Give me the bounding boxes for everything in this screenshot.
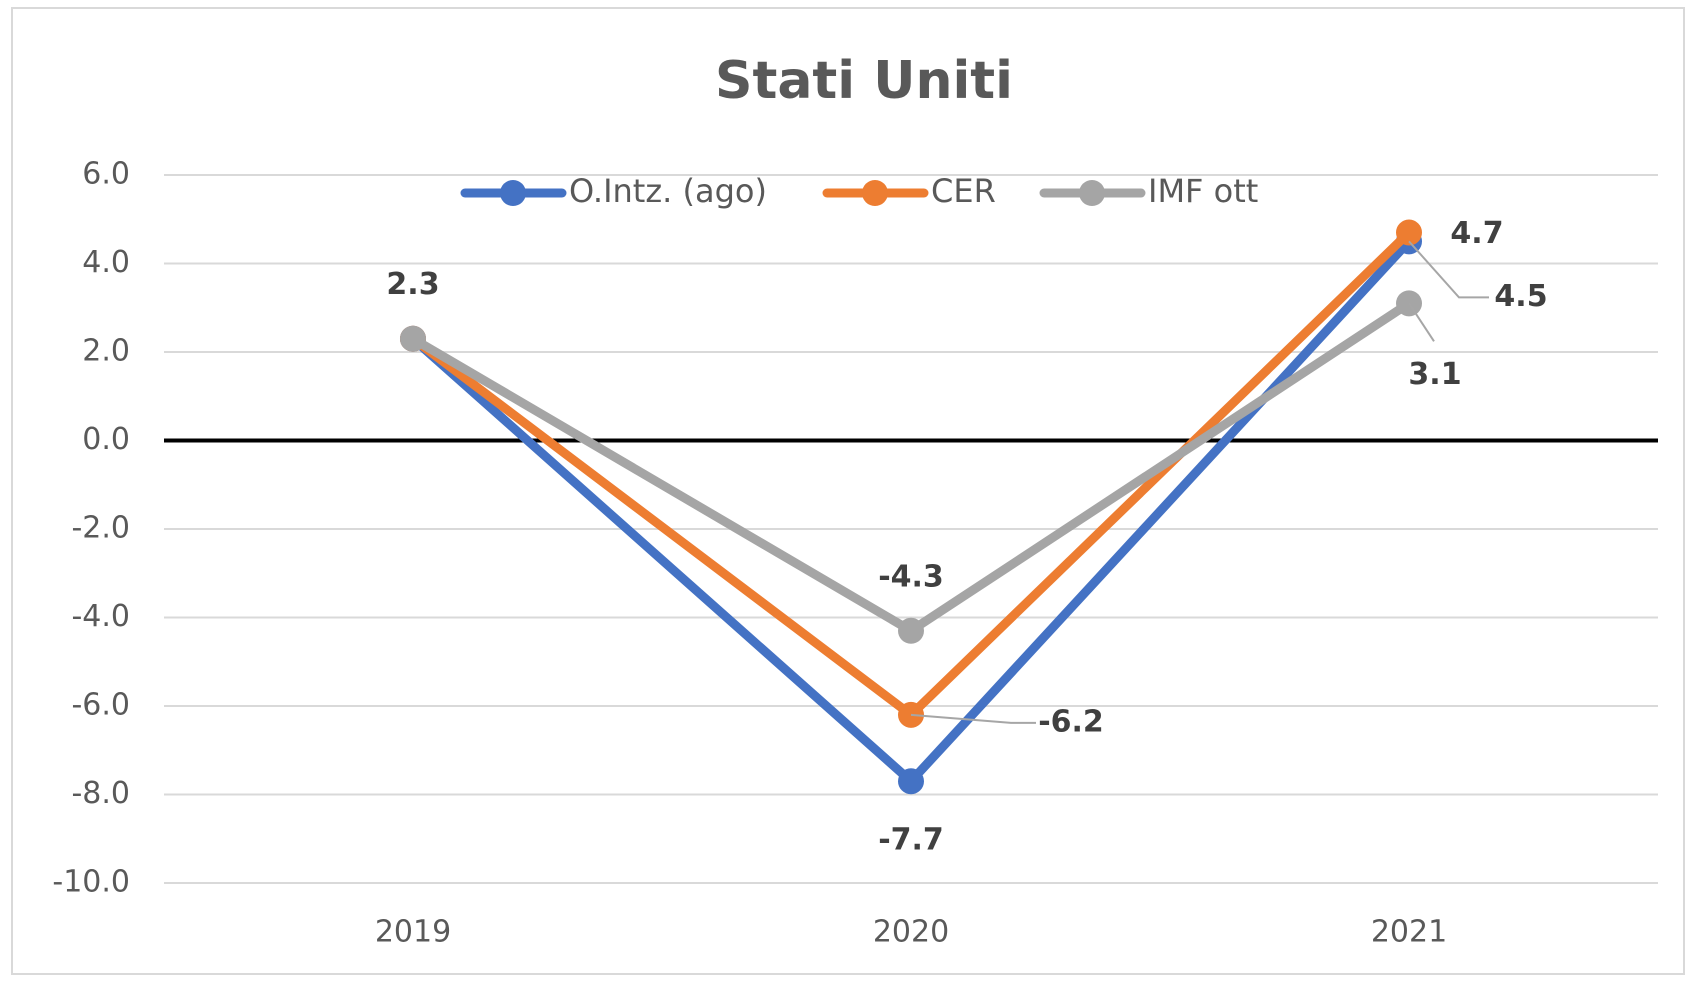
legend-marker [862,180,888,206]
y-tick-label: -10.0 [52,865,130,900]
point [898,768,924,795]
data-label: -6.2 [1038,704,1104,739]
data-label: -4.3 [878,559,944,594]
y-tick-label: 0.0 [82,422,130,457]
data-label: 3.1 [1408,357,1461,392]
data-label: -7.7 [878,823,944,858]
leader-line [910,713,1036,724]
y-tick-label: -4.0 [71,599,130,634]
legend-marker [500,180,526,206]
legend-marker [1079,180,1105,206]
point [898,617,924,644]
x-tick-label: 2020 [873,915,949,950]
x-tick-label: 2021 [1371,915,1447,950]
y-tick-label: -8.0 [71,776,130,811]
point [1396,219,1422,246]
y-tick-label: -2.0 [71,511,130,546]
leader-line [1408,240,1489,299]
leader-line [1408,302,1435,342]
data-label: 2.3 [386,267,439,302]
chart-title: Stati Uniti [715,51,1013,111]
data-label: 4.7 [1450,216,1503,251]
legend-label: IMF ott [1148,172,1258,210]
legend-label: O.Intz. (ago) [569,172,767,210]
data-label: 4.5 [1494,279,1547,314]
y-tick-label: -6.0 [71,688,130,723]
y-tick-label: 6.0 [82,157,130,192]
y-tick-label: 4.0 [82,245,130,280]
chart-border [11,7,1685,975]
y-tick-label: 2.0 [82,334,130,369]
point [400,325,426,352]
legend-label: CER [931,172,996,210]
x-tick-label: 2019 [375,915,451,950]
